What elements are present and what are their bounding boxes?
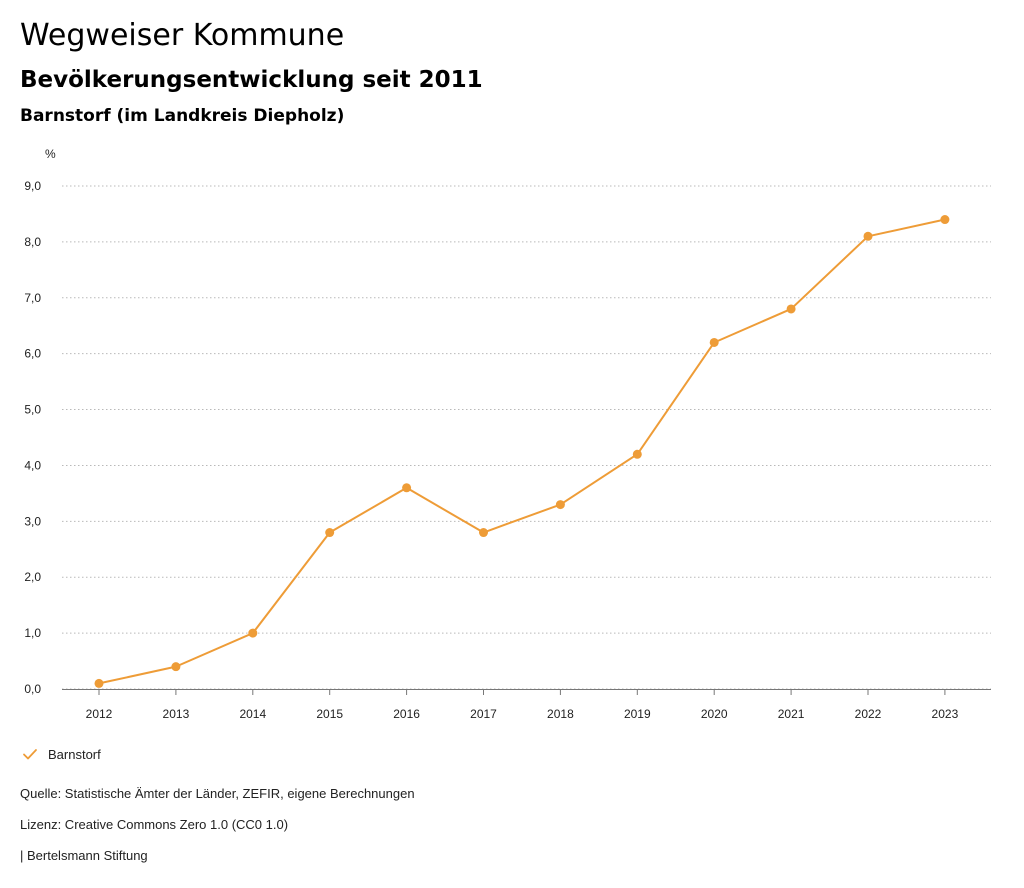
y-tick-label: 6,0 <box>24 347 41 361</box>
x-tick-label: 2013 <box>163 707 190 721</box>
y-tick-label: 2,0 <box>24 570 41 584</box>
line-chart: % 0,0 1,0 2,0 3,0 4,0 5,0 6,0 7,0 8,0 9,0 2012 2013… <box>24 147 991 721</box>
data-point[interactable] <box>940 215 950 225</box>
legend-label: Barnstorf <box>48 746 101 762</box>
x-tick-label: 2019 <box>624 707 651 721</box>
data-point[interactable] <box>94 678 104 688</box>
brand-note: | Bertelsmann Stiftung <box>20 848 148 863</box>
x-tick-label: 2023 <box>932 707 959 721</box>
y-tick-label: 7,0 <box>24 291 41 305</box>
y-tick-label: 3,0 <box>24 514 41 528</box>
x-tick-label: 2014 <box>239 707 266 721</box>
x-tick-label: 2012 <box>86 707 113 721</box>
y-tick-label: 4,0 <box>24 458 41 472</box>
data-point[interactable] <box>325 528 335 538</box>
y-tick-label: 1,0 <box>24 626 41 640</box>
data-point[interactable] <box>786 304 796 314</box>
data-point[interactable] <box>632 449 642 459</box>
data-point[interactable] <box>402 483 412 493</box>
y-tick-label: 5,0 <box>24 403 41 417</box>
y-tick-label: 8,0 <box>24 235 41 249</box>
x-tick-label: 2021 <box>778 707 805 721</box>
data-point[interactable] <box>479 528 488 538</box>
page-title: Wegweiser Kommune <box>20 18 345 53</box>
source-note: Quelle: Statistische Ämter der Länder, Z… <box>20 786 415 801</box>
checkmark-icon <box>23 749 37 760</box>
y-axis-unit-label: % <box>45 147 56 161</box>
series-line <box>98 218 946 685</box>
x-tick-label: 2020 <box>701 707 728 721</box>
region-label: Barnstorf (im Landkreis Diepholz) <box>20 106 345 126</box>
data-point[interactable] <box>171 662 181 672</box>
data-point[interactable] <box>709 337 719 347</box>
x-tick-label: 2017 <box>470 707 497 721</box>
x-tick-label: 2016 <box>393 707 420 721</box>
chart-subtitle: Bevölkerungsentwicklung seit 2011 <box>20 67 483 93</box>
y-tick-label: 0,0 <box>24 682 41 696</box>
data-point[interactable] <box>863 231 873 241</box>
legend-item-barnstorf[interactable]: Barnstorf <box>22 744 101 764</box>
license-note: Lizenz: Creative Commons Zero 1.0 (CC0 1… <box>20 817 289 832</box>
data-point[interactable] <box>248 628 258 638</box>
x-tick-label: 2018 <box>547 707 574 721</box>
data-point[interactable] <box>555 500 565 510</box>
x-tick-label: 2015 <box>316 707 343 721</box>
x-tick-label: 2022 <box>855 707 882 721</box>
y-tick-label: 9,0 <box>24 179 41 193</box>
